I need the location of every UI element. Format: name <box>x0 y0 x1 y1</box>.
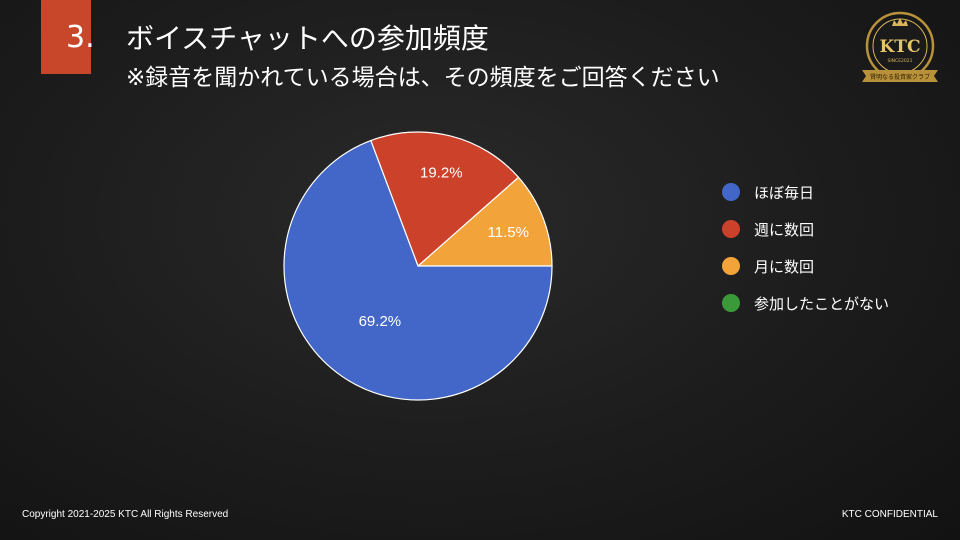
slide-title: ボイスチャットへの参加頻度 <box>126 22 489 55</box>
logo-crown-icon <box>892 18 908 26</box>
pie-slice-1 <box>370 131 520 268</box>
legend-item-monthly: 月に数回 <box>722 256 889 276</box>
legend-dot <box>722 183 740 201</box>
legend-label: 月に数回 <box>754 257 815 276</box>
pie-chart: 11.5% 19.2% 69.2% <box>283 131 553 401</box>
legend-dot <box>722 294 740 312</box>
legend-item-never: 参加したことがない <box>722 293 889 313</box>
logo-text: KTC <box>880 37 921 57</box>
copyright-text: Copyright 2021-2025 KTC All Rights Reser… <box>22 509 229 520</box>
slide-number: 3. <box>66 20 95 55</box>
slide-subtitle: ※録音を聞かれている場合は、その頻度をご回答ください <box>126 65 720 91</box>
pie-label-0: 69.2% <box>359 313 402 330</box>
legend-item-weekly: 週に数回 <box>722 219 889 239</box>
legend-label: 週に数回 <box>754 220 815 239</box>
legend-label: 参加したことがない <box>754 294 890 313</box>
confidential-label: KTC CONFIDENTIAL <box>841 509 938 520</box>
logo-ribbon-text: 賢明なる投資家クラブ <box>870 73 930 81</box>
ktc-logo: KTC SINCE2021 賢明なる投資家クラブ <box>862 11 938 82</box>
legend-dot <box>722 257 740 275</box>
pie-label-1: 19.2% <box>420 164 463 181</box>
pie-label-2: 11.5% <box>488 224 529 241</box>
logo-ribbon-shape <box>862 70 938 82</box>
legend-item-daily: ほぼ毎日 <box>722 182 889 202</box>
logo-since: SINCE2021 <box>888 58 913 64</box>
legend-dot <box>722 220 740 238</box>
slide-number-box <box>41 0 91 74</box>
legend-label: ほぼ毎日 <box>754 183 815 202</box>
chart-legend: ほぼ毎日 週に数回 月に数回 参加したことがない <box>722 182 889 330</box>
pie-slice-2 <box>416 176 553 267</box>
pie-slice-0 <box>283 139 553 401</box>
